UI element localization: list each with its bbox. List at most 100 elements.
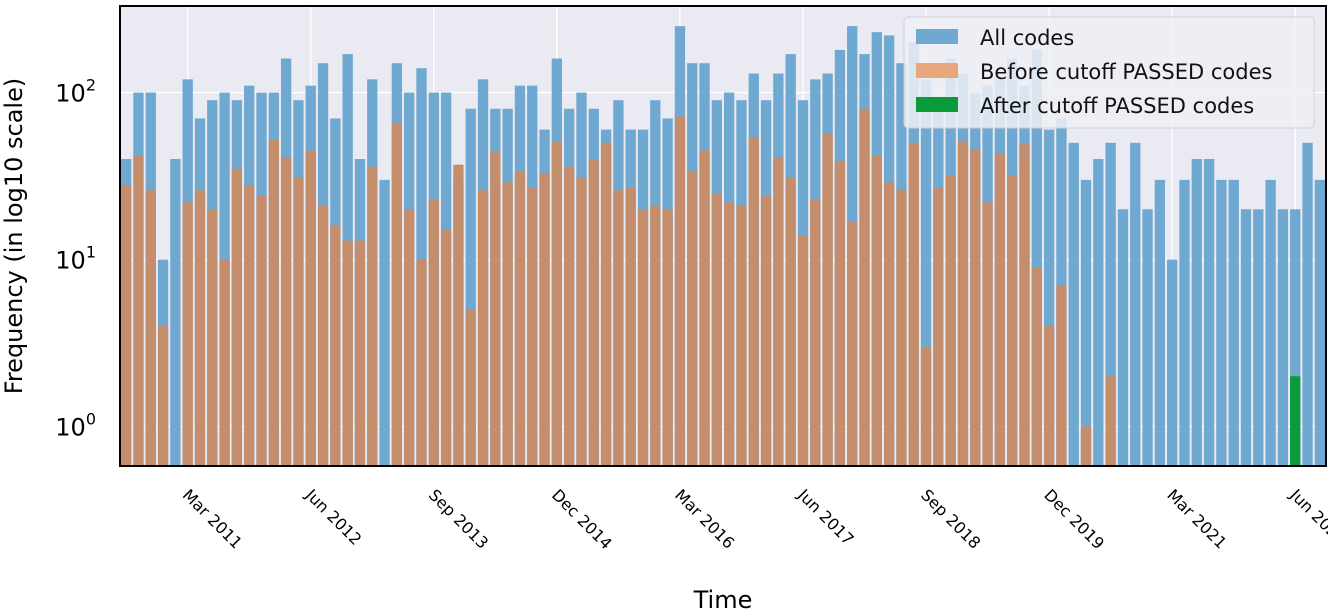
bar-before-cutoff [256,196,267,467]
bar-before-cutoff [121,184,132,466]
bar-before-cutoff [945,175,956,466]
x-tick-labels: Mar 2011 Jun 2012 Sep 2013 Dec 2014 Mar 2016… [179,485,1328,553]
bar-all-codes [1240,209,1252,466]
bar-before-cutoff [231,168,243,466]
bar-before-cutoff [367,166,378,467]
y-tick-label: 101 [55,243,96,275]
x-tick-label-group: Mar 2016 [671,485,738,552]
bar-before-cutoff [1031,267,1042,466]
bar-before-cutoff [650,205,661,466]
bar-before-cutoff [1007,175,1018,466]
bar-before-cutoff [440,230,452,466]
bar-before-cutoff [576,177,587,467]
x-tick-label: Jun 2022 [1286,485,1328,549]
x-tick-label: Dec 2014 [548,485,616,553]
x-tick-label-group: Jun 2022 [1286,485,1328,549]
bars-after-cutoff [1290,376,1301,466]
bar-before-cutoff [687,170,698,466]
x-tick-label-group: Jun 2017 [793,485,857,549]
bar-before-cutoff [994,153,1006,466]
bar-all-codes [1093,159,1104,466]
bar-after-cutoff [1290,376,1301,466]
bar-all-codes [1277,209,1289,466]
bar-before-cutoff [908,142,919,466]
bar-before-cutoff [194,190,206,467]
bar-before-cutoff [970,148,981,466]
bar-before-cutoff [748,137,759,466]
bar-before-cutoff [625,187,636,466]
legend-label-after-cutoff: After cutoff PASSED codes [980,94,1254,118]
bar-before-cutoff [391,122,403,466]
bar-all-codes [1130,142,1141,466]
bar-before-cutoff [847,221,858,466]
x-tick-label-group: Sep 2013 [425,485,492,552]
bar-before-cutoff [133,155,144,466]
bar-all-codes [465,108,476,467]
bar-before-cutoff [293,177,304,467]
bar-all-codes [1228,179,1239,466]
bar-before-cutoff [613,190,624,467]
bar-before-cutoff [244,184,255,466]
bar-all-codes [1203,159,1215,466]
bar-before-cutoff [957,141,969,466]
bar-before-cutoff [724,202,735,467]
bar-before-cutoff [982,202,993,467]
bar-before-cutoff [933,187,944,466]
bar-before-cutoff [404,209,415,466]
legend-swatch-before-cutoff [916,63,958,78]
bar-before-cutoff [859,108,870,467]
x-tick-label: Mar 2021 [1163,485,1230,552]
legend-swatch-after-cutoff [916,97,958,112]
y-tick-labels: 100 101 102 [55,76,96,442]
legend-label-all-codes: All codes [980,26,1074,50]
x-tick-label-group: Dec 2014 [548,485,616,553]
bar-before-cutoff [564,166,575,467]
bar-before-cutoff [760,196,772,467]
bar-before-cutoff [810,199,821,466]
y-axis-title: Frequency (in log10 scale) [0,78,28,394]
y-tick-label: 102 [55,76,96,108]
bar-before-cutoff [539,172,550,467]
bar-before-cutoff [920,346,932,466]
x-axis-title: Time [693,586,753,614]
bar-before-cutoff [637,209,649,466]
bar-all-codes [1117,209,1129,466]
x-tick-label-group: Sep 2018 [917,485,984,552]
bar-before-cutoff [145,190,156,467]
bar-all-codes [1290,209,1301,466]
bar-before-cutoff [834,160,846,466]
bar-all-codes [170,159,181,466]
bar-before-cutoff [416,259,427,466]
bar-before-cutoff [1080,426,1092,466]
bar-all-codes [1314,179,1325,466]
legend: All codes Before cutoff PASSED codes Aft… [903,16,1315,129]
bar-all-codes [920,79,932,466]
bar-before-cutoff [330,225,341,466]
x-tick-label-group: Jun 2012 [301,485,365,549]
bar-before-cutoff [157,325,169,466]
bar-before-cutoff [711,193,722,466]
plot-frame [119,5,1327,467]
bar-all-codes [1080,179,1092,466]
bar-before-cutoff [305,150,316,467]
x-tick-label: Sep 2018 [917,485,984,552]
bar-before-cutoff [453,164,464,466]
bar-before-cutoff [699,150,710,467]
bar-all-codes [1154,179,1166,466]
bar-all-codes [1253,209,1264,466]
bar-before-cutoff [600,142,612,466]
bar-all-codes [1105,142,1116,466]
x-tick-label: Jun 2012 [301,485,365,549]
legend-label-before-cutoff: Before cutoff PASSED codes [980,60,1272,84]
y-tick-label: 100 [55,410,96,442]
bar-before-cutoff [551,141,563,466]
x-tick-label-group: Mar 2021 [1163,485,1230,552]
bar-before-cutoff [785,177,796,467]
bar-before-cutoff [797,235,809,466]
bar-before-cutoff [428,199,439,466]
bar-before-cutoff [871,155,882,466]
bar-before-cutoff [317,205,329,466]
bar-all-codes [1216,179,1227,466]
bar-before-cutoff [268,139,279,466]
bar-all-codes [1191,159,1202,466]
